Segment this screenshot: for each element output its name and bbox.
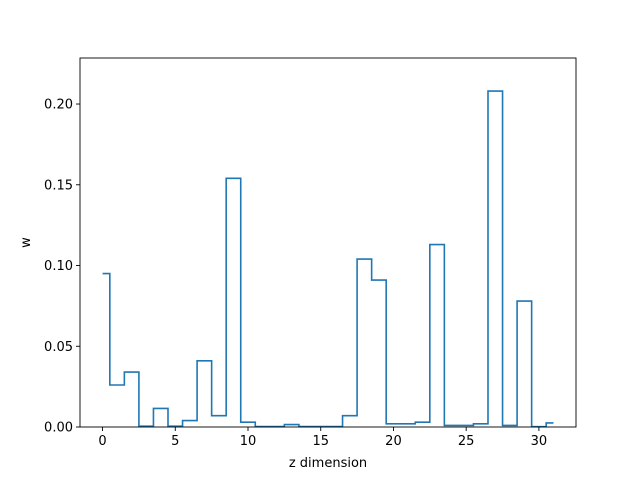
x-tick-label: 20	[385, 434, 402, 449]
y-tick-label: 0.20	[44, 98, 73, 113]
x-tick-label: 10	[240, 434, 257, 449]
y-axis-label: w	[19, 237, 34, 248]
series-w-step-line	[102, 90, 554, 428]
plot-area	[79, 57, 577, 428]
x-tick-label: 15	[312, 434, 329, 449]
y-tick-label: 0.05	[44, 340, 73, 355]
y-axis-ticks: 0.00 0.05 0.10 0.15 0.20	[44, 98, 80, 436]
y-tick-label: 0.15	[44, 178, 73, 193]
axes-frame	[79, 57, 577, 428]
y-tick-label: 0.00	[44, 421, 73, 436]
y-tick-label: 0.10	[44, 259, 73, 274]
x-tick-label: 25	[458, 434, 475, 449]
x-tick-label: 5	[171, 434, 179, 449]
x-axis-label: z dimension	[289, 456, 367, 471]
x-tick-label: 30	[531, 434, 548, 449]
x-axis-ticks: 0 5 10 15 20 25 30	[98, 427, 547, 449]
x-tick-label: 0	[98, 434, 106, 449]
